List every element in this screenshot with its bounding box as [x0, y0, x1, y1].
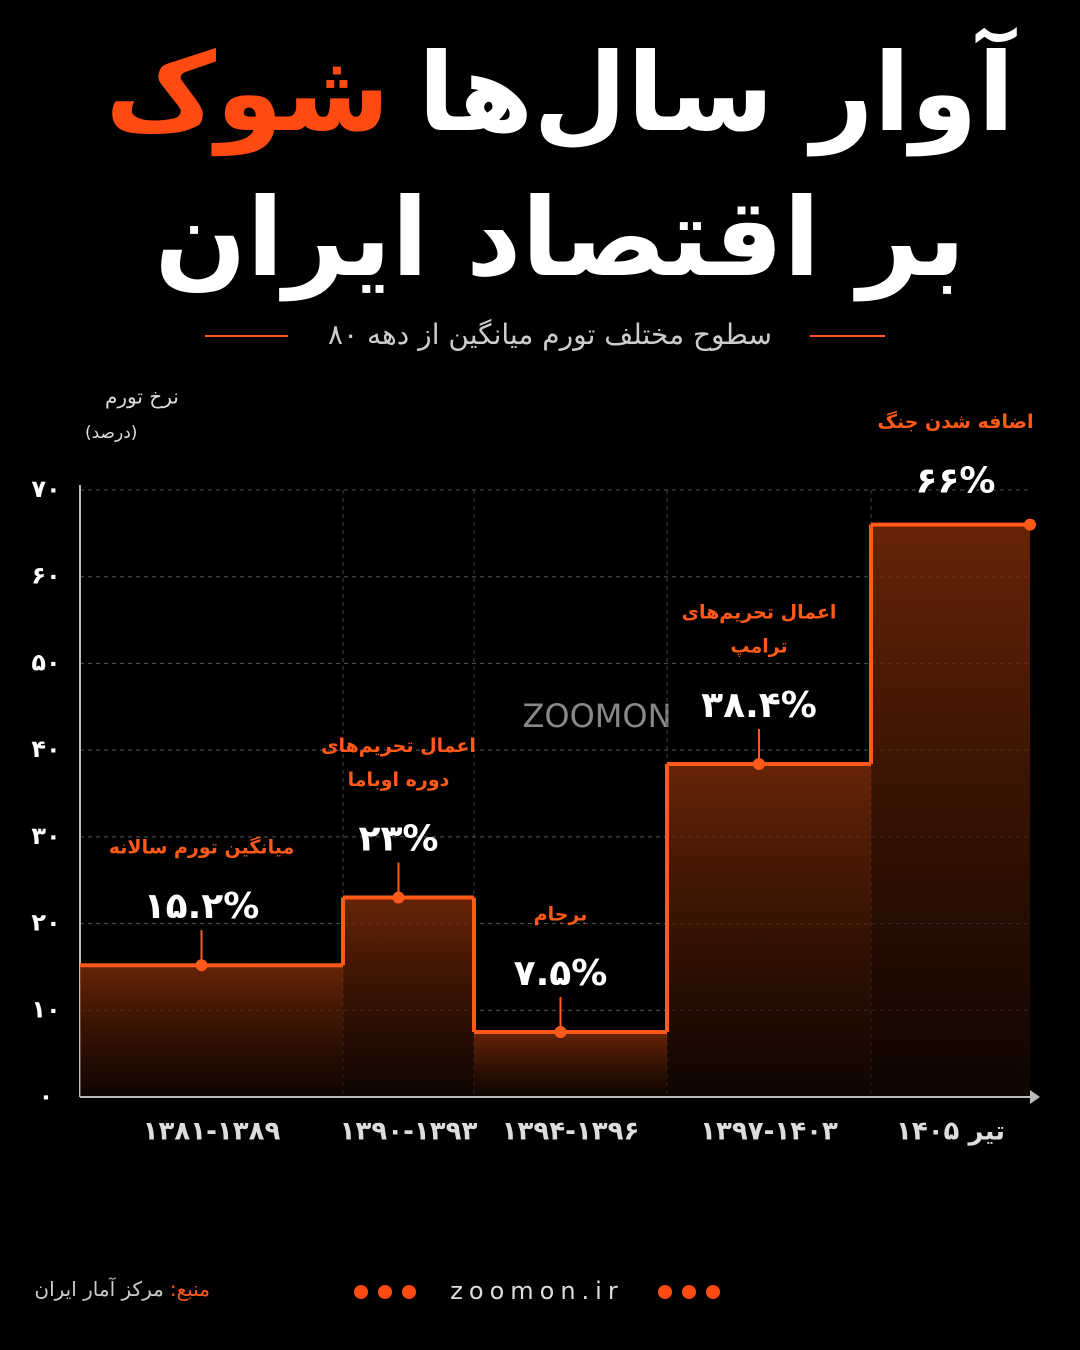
y-axis-label: نرخ تورم: [105, 385, 179, 409]
annotation: اضافه شدن جنگ: [878, 410, 1034, 433]
annotation: اعمال تحریم‌های: [682, 602, 837, 624]
step-area: [80, 965, 343, 1097]
annotation: برجام: [534, 903, 588, 925]
footer-dot: [706, 1285, 720, 1299]
y-tick-label: ۰: [39, 1082, 54, 1110]
step-area: [871, 524, 1030, 1097]
x-tick-label: تیر ۱۴۰۵: [896, 1117, 1005, 1147]
value-label: ۱۵.۲%: [144, 886, 260, 927]
source-name: مرکز آمار ایران: [34, 1276, 163, 1301]
footer-dot: [658, 1285, 672, 1299]
value-label: ۶۶%: [915, 461, 995, 502]
value-label: ۲۳%: [358, 819, 438, 860]
annotation: میانگین تورم سالانه: [109, 836, 294, 859]
x-axis-arrow: [1030, 1090, 1040, 1104]
x-tick-label: ۱۳۹۷-۱۴۰۳: [700, 1117, 838, 1147]
y-tick-label: ۴۰: [31, 735, 60, 763]
source-label: منبع:: [170, 1277, 210, 1301]
title-line1: آوار سال‌هاشوک: [105, 26, 1017, 157]
annotation: دوره اوباما: [348, 769, 450, 791]
x-tick-label: ۱۳۸۱-۱۳۸۹: [143, 1117, 281, 1147]
subtitle: سطوح مختلف تورم میانگین از دهه ۸۰: [328, 318, 772, 351]
y-tick-label: ۵۰: [31, 648, 60, 676]
y-tick-label: ۱۰: [31, 995, 60, 1023]
step-area: [474, 1031, 667, 1097]
annotation: ترامپ: [730, 636, 787, 658]
watermark: ZOOMON: [522, 697, 671, 735]
title-highlight: شوک: [105, 31, 390, 157]
y-tick-label: ۶۰: [31, 562, 60, 590]
title-line2: بر اقتصاد ایران: [154, 176, 965, 302]
step-area: [343, 897, 474, 1097]
value-label: ۷.۵%: [514, 953, 608, 994]
y-tick-label: ۲۰: [31, 909, 60, 937]
title-part: آوار سال‌ها: [418, 26, 1018, 157]
source: منبع: مرکز آمار ایران: [34, 1276, 210, 1301]
footer-dot: [402, 1285, 416, 1299]
y-tick-label: ۷۰: [31, 475, 60, 503]
step-area: [667, 764, 871, 1097]
x-tick-label: ۱۳۹۰-۱۳۹۳: [340, 1117, 478, 1147]
annotation: اعمال تحریم‌های: [321, 735, 476, 757]
x-tick-label: ۱۳۹۴-۱۳۹۶: [502, 1117, 640, 1147]
y-tick-label: ۳۰: [31, 822, 60, 850]
plot: ۰ ۱۰ ۲۰ ۳۰ ۴۰ ۵۰ ۶۰ ۷۰ ۱۵.۲% میانگین تورم سالانه ۱…: [31, 410, 1040, 1147]
point: [1024, 518, 1036, 531]
footer-dot: [378, 1285, 392, 1299]
y-axis-unit: (درصد): [85, 423, 137, 443]
footer-dot: [354, 1285, 368, 1299]
footer-dot: [682, 1285, 696, 1299]
website: zoomon.ir: [450, 1277, 623, 1305]
value-label: ۳۸.۴%: [701, 685, 817, 726]
